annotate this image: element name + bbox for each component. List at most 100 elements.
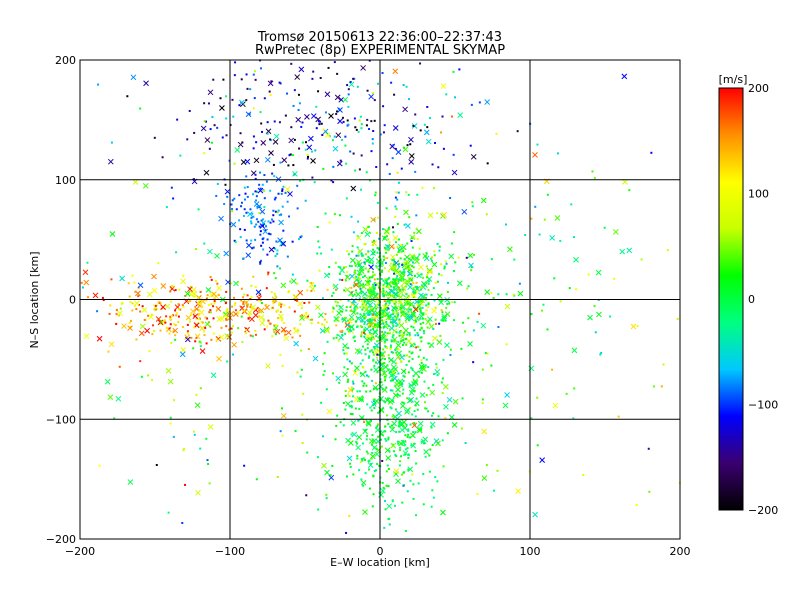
scatter-point [384, 345, 387, 348]
scatter-point [376, 425, 379, 428]
scatter-point [536, 396, 539, 399]
scatter-point-x [427, 268, 433, 275]
scatter-point-x [148, 314, 154, 320]
scatter-point [370, 334, 373, 337]
scatter-point [396, 393, 399, 396]
scatter-point [249, 220, 252, 223]
scatter-point [422, 365, 425, 368]
scatter-point [395, 351, 398, 354]
scatter-point [151, 379, 154, 382]
scatter-point [367, 288, 370, 291]
scatter-point [377, 302, 380, 305]
scatter-point [244, 192, 247, 195]
scatter-point [168, 332, 171, 335]
scatter-point [328, 273, 331, 276]
scatter-point [271, 172, 274, 175]
scatter-point [388, 450, 391, 453]
scatter-point [392, 144, 395, 147]
scatter-point [175, 251, 178, 254]
scatter-point [275, 240, 278, 243]
scatter-point [274, 255, 277, 258]
scatter-point-x [480, 197, 487, 204]
scatter-point [376, 247, 379, 250]
scatter-point [256, 190, 259, 193]
scatter-point [306, 451, 309, 454]
scatter-point [361, 365, 364, 368]
scatter-point [115, 322, 118, 325]
scatter-point [182, 326, 185, 329]
scatter-point [229, 123, 232, 126]
scatter-point-x [354, 365, 360, 371]
scatter-point-x [371, 438, 378, 444]
scatter-point-x [379, 487, 386, 494]
scatter-point [391, 389, 394, 392]
scatter-point-x [355, 291, 362, 298]
scatter-point-x [390, 364, 397, 371]
scatter-point [140, 375, 143, 378]
scatter-point [193, 131, 196, 134]
scatter-point-x [324, 132, 331, 138]
scatter-point-x [441, 212, 448, 218]
scatter-point [199, 290, 202, 293]
scatter-point [216, 308, 219, 311]
scatter-point [387, 354, 390, 357]
scatter-point-x [204, 137, 211, 143]
scatter-point [381, 319, 384, 322]
colorbar-tick-label: 100 [748, 188, 769, 201]
scatter-point [377, 82, 380, 85]
scatter-point [405, 303, 408, 306]
scatter-point [351, 389, 354, 392]
scatter-point [385, 304, 388, 307]
scatter-point [387, 436, 390, 439]
scatter-point [182, 305, 185, 308]
scatter-point [420, 367, 423, 370]
scatter-point [281, 364, 284, 367]
scatter-point-x [127, 479, 134, 485]
scatter-point-x [310, 158, 316, 164]
scatter-point [342, 401, 345, 404]
scatter-point-x [407, 466, 414, 473]
scatter-point [187, 300, 190, 303]
scatter-point [497, 293, 500, 296]
scatter-point [391, 500, 394, 503]
scatter-point-x [137, 282, 144, 289]
scatter-point-x [461, 208, 468, 215]
scatter-point [446, 302, 449, 305]
scatter-point [395, 347, 398, 350]
scatter-point [407, 468, 410, 471]
scatter-point [546, 193, 549, 196]
scatter-point-x [278, 313, 284, 320]
scatter-point [416, 238, 419, 241]
scatter-point-x [408, 136, 414, 143]
scatter-point [395, 454, 398, 457]
scatter-point-x [392, 68, 399, 75]
scatter-point [355, 254, 358, 257]
scatter-point-x [367, 301, 374, 308]
scatter-point [570, 203, 573, 206]
scatter-point [389, 282, 392, 285]
scatter-point [371, 276, 374, 279]
scatter-point [296, 299, 299, 302]
scatter-point [250, 296, 253, 299]
scatter-point [394, 205, 397, 208]
scatter-point [342, 266, 345, 269]
scatter-point-x [355, 259, 362, 265]
scatter-point [204, 316, 207, 319]
scatter-point-x [287, 191, 293, 197]
scatter-point [300, 368, 303, 371]
scatter-point [441, 311, 444, 314]
scatter-point-x [200, 125, 207, 132]
scatter-point [356, 390, 359, 393]
scatter-point-x [230, 221, 237, 228]
scatter-point [457, 256, 460, 259]
scatter-point [345, 352, 348, 355]
scatter-point [360, 154, 363, 157]
scatter-point [369, 350, 372, 353]
scatter-point [448, 302, 451, 305]
scatter-point-x [374, 451, 380, 458]
scatter-point [231, 98, 234, 101]
scatter-point [471, 201, 474, 204]
scatter-point [370, 276, 373, 279]
scatter-point [434, 141, 437, 144]
scatter-point [386, 244, 389, 247]
